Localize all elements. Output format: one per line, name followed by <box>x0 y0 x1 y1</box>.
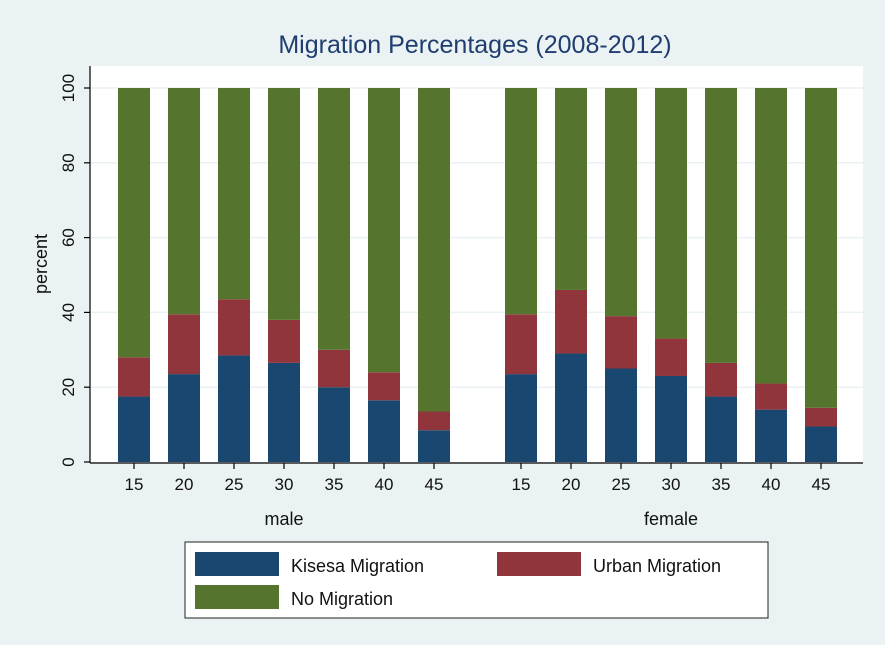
bar-female-30-no-migration <box>655 88 687 339</box>
x-tick-label-male-25: 25 <box>225 475 244 494</box>
bar-female-45-kisesa-migration <box>805 426 837 462</box>
bar-male-25-urban-migration <box>218 299 250 356</box>
bar-female-20-urban-migration <box>555 289 587 354</box>
x-tick-label-female-45: 45 <box>812 475 831 494</box>
bar-male-20-urban-migration <box>168 314 200 375</box>
y-axis: 0 20 40 60 80 100 <box>59 74 90 467</box>
bar-female-40-kisesa-migration <box>755 409 787 462</box>
bar-male-40-kisesa-migration <box>368 400 400 462</box>
group-label-male: male <box>264 509 303 529</box>
bar-female-45-no-migration <box>805 88 837 408</box>
y-tick-label-20: 20 <box>59 378 78 397</box>
bars <box>118 88 837 462</box>
legend-label-kisesa-migration: Kisesa Migration <box>291 556 424 576</box>
bar-male-20-no-migration <box>168 88 200 315</box>
bar-male-35-no-migration <box>318 88 350 350</box>
legend-swatch-urban-migration <box>497 552 581 576</box>
bar-female-30-urban-migration <box>655 338 687 376</box>
x-tick-label-female-40: 40 <box>762 475 781 494</box>
x-tick-label-male-30: 30 <box>275 475 294 494</box>
bar-male-45-kisesa-migration <box>418 430 450 462</box>
bar-female-35-urban-migration <box>705 362 737 397</box>
bar-male-25-kisesa-migration <box>218 355 250 462</box>
bar-female-45-urban-migration <box>805 407 837 427</box>
group-label-female: female <box>644 509 698 529</box>
legend-swatch-no-migration <box>195 585 279 609</box>
legend-label-urban-migration: Urban Migration <box>593 556 721 576</box>
bar-male-35-urban-migration <box>318 349 350 388</box>
legend-label-no-migration: No Migration <box>291 589 393 609</box>
x-axis: 15 20 25 30 35 40 45 male 15 20 25 30 35 40 45 female <box>125 463 831 529</box>
bar-male-15-no-migration <box>118 88 150 358</box>
bar-male-40-urban-migration <box>368 372 400 401</box>
x-tick-label-female-15: 15 <box>512 475 531 494</box>
bar-female-15-urban-migration <box>505 314 537 375</box>
bar-female-35-kisesa-migration <box>705 396 737 462</box>
x-tick-label-male-35: 35 <box>325 475 344 494</box>
y-tick-label-80: 80 <box>59 153 78 172</box>
bar-female-40-no-migration <box>755 88 787 384</box>
bar-female-30-kisesa-migration <box>655 375 687 462</box>
legend: Kisesa Migration Urban Migration No Migrat… <box>184 541 769 619</box>
x-tick-label-female-25: 25 <box>612 475 631 494</box>
x-tick-label-male-45: 45 <box>425 475 444 494</box>
bar-male-45-urban-migration <box>418 411 450 431</box>
y-tick-label-0: 0 <box>59 457 78 466</box>
bar-male-30-kisesa-migration <box>268 362 300 462</box>
bar-female-15-kisesa-migration <box>505 374 537 462</box>
bar-male-15-kisesa-migration <box>118 396 150 462</box>
bar-male-30-urban-migration <box>268 319 300 363</box>
x-tick-label-female-30: 30 <box>662 475 681 494</box>
bar-male-20-kisesa-migration <box>168 374 200 462</box>
x-tick-label-female-35: 35 <box>712 475 731 494</box>
bar-male-40-no-migration <box>368 88 400 373</box>
bar-female-20-kisesa-migration <box>555 353 587 462</box>
x-tick-label-male-20: 20 <box>175 475 194 494</box>
y-tick-label-40: 40 <box>59 303 78 322</box>
y-tick-label-60: 60 <box>59 228 78 247</box>
bar-male-45-no-migration <box>418 88 450 412</box>
plot-area <box>90 66 863 462</box>
bar-female-25-kisesa-migration <box>605 368 637 462</box>
x-tick-label-male-40: 40 <box>375 475 394 494</box>
x-tick-label-male-15: 15 <box>125 475 144 494</box>
x-tick-label-female-20: 20 <box>562 475 581 494</box>
y-axis-title: percent <box>31 234 51 294</box>
y-tick-label-100: 100 <box>59 74 78 102</box>
bar-female-25-urban-migration <box>605 316 637 369</box>
bar-male-25-no-migration <box>218 88 250 300</box>
bar-male-35-kisesa-migration <box>318 387 350 462</box>
bar-male-15-urban-migration <box>118 357 150 397</box>
bar-female-20-no-migration <box>555 88 587 290</box>
bar-female-35-no-migration <box>705 88 737 363</box>
legend-swatch-kisesa-migration <box>195 552 279 576</box>
legend-box <box>184 541 769 619</box>
bar-female-40-urban-migration <box>755 383 787 410</box>
bar-male-30-no-migration <box>268 88 300 320</box>
bar-female-15-no-migration <box>505 88 537 315</box>
bar-female-25-no-migration <box>605 88 637 317</box>
chart-title: Migration Percentages (2008-2012) <box>278 31 671 59</box>
